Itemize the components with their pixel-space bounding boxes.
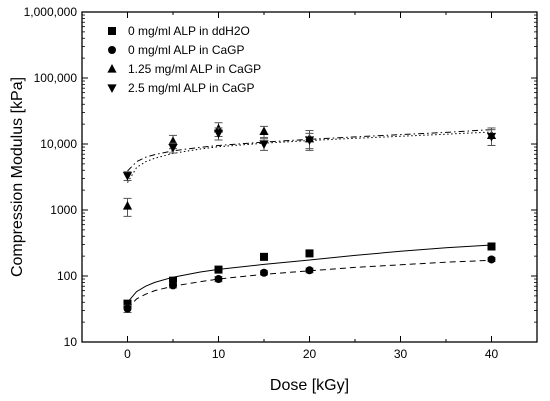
data-point-series-4 bbox=[486, 132, 497, 142]
legend-marker-series-2 bbox=[108, 46, 116, 54]
data-point-series-2 bbox=[214, 275, 223, 284]
legend-label-series-3: 1.25 mg/ml ALP in CaGP bbox=[128, 62, 261, 76]
legend-marker-series-3 bbox=[107, 64, 117, 73]
data-point-series-2 bbox=[169, 281, 177, 290]
data-point-series-4 bbox=[259, 140, 269, 149]
data-point-series-2 bbox=[260, 268, 268, 277]
data-point-series-4 bbox=[304, 136, 315, 145]
fit-line-series-4 bbox=[127, 129, 492, 172]
x-tick-label: 20 bbox=[303, 347, 317, 361]
y-tick-label: 100,000 bbox=[34, 71, 78, 85]
data-point-series-1 bbox=[305, 249, 314, 258]
legend-label-series-4: 2.5 mg/ml ALP in CaGP bbox=[128, 81, 255, 95]
data-point-series-2 bbox=[305, 266, 314, 275]
legend-label-series-2: 0 mg/ml ALP in CaGP bbox=[128, 43, 245, 57]
y-tick-label: 10 bbox=[64, 335, 78, 349]
data-point-series-3 bbox=[259, 126, 269, 136]
data-point-series-2 bbox=[123, 304, 132, 313]
x-tick-label: 30 bbox=[394, 347, 408, 361]
x-axis-title: Dose [kGy] bbox=[270, 377, 349, 394]
y-tick-label: 1,000,000 bbox=[24, 5, 78, 19]
data-point-series-3 bbox=[122, 200, 133, 210]
data-point-series-4 bbox=[213, 129, 224, 139]
fit-line-series-3 bbox=[127, 131, 492, 183]
x-tick-label: 0 bbox=[124, 347, 131, 361]
legend-label-series-1: 0 mg/ml ALP in ddH2O bbox=[128, 24, 250, 38]
data-point-series-2 bbox=[487, 255, 496, 264]
data-point-series-1 bbox=[260, 252, 268, 261]
y-tick-label: 100 bbox=[57, 269, 77, 283]
data-point-series-4 bbox=[122, 172, 133, 181]
legend-marker-series-1 bbox=[108, 27, 116, 35]
data-point-series-4 bbox=[168, 144, 178, 153]
data-point-series-1 bbox=[169, 276, 177, 285]
data-point-series-1 bbox=[123, 299, 132, 308]
y-tick-label: 10,000 bbox=[40, 137, 77, 151]
y-tick-label: 1000 bbox=[50, 203, 77, 217]
x-tick-label: 40 bbox=[485, 347, 499, 361]
data-point-series-1 bbox=[487, 242, 496, 251]
x-tick-label: 10 bbox=[212, 347, 226, 361]
fit-line-series-2 bbox=[127, 259, 492, 310]
legend-marker-series-4 bbox=[107, 84, 117, 93]
y-axis-title: Compression Modulus [kPa] bbox=[9, 77, 26, 277]
data-point-series-1 bbox=[214, 265, 223, 274]
